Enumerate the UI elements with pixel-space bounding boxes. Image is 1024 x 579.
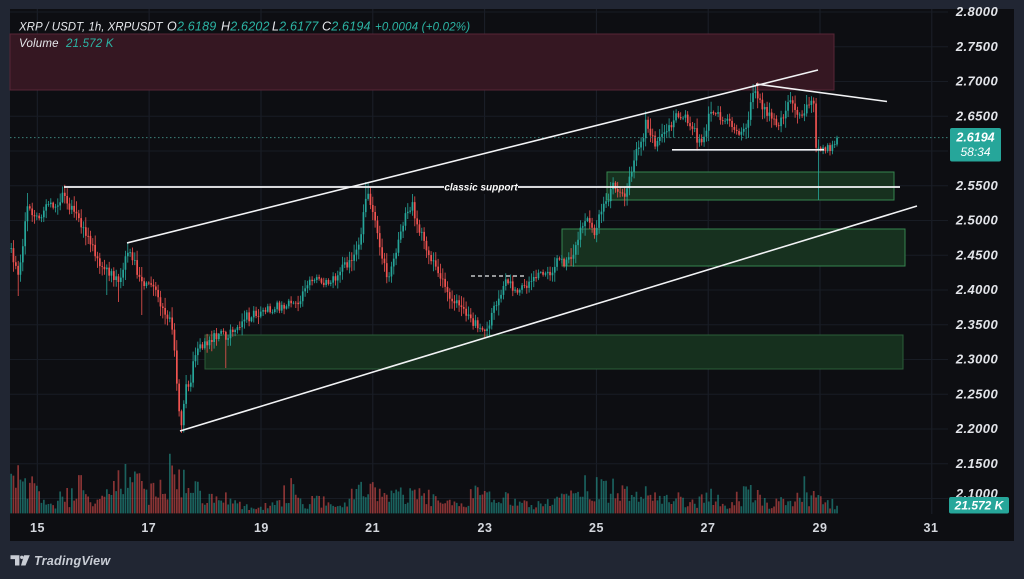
svg-text:2.4000: 2.4000 <box>955 282 999 297</box>
svg-text:19: 19 <box>254 521 269 535</box>
svg-text:2.8000: 2.8000 <box>955 4 999 19</box>
svg-text:2.1500: 2.1500 <box>955 456 999 471</box>
svg-text:Volume: Volume <box>19 38 59 50</box>
svg-text:2.6500: 2.6500 <box>955 109 999 124</box>
svg-text:2.7000: 2.7000 <box>955 74 999 89</box>
svg-text:58:34: 58:34 <box>960 145 990 159</box>
svg-text:2.5500: 2.5500 <box>955 178 999 193</box>
svg-text:2.6194: 2.6194 <box>955 131 994 145</box>
svg-text:L2.6177: L2.6177 <box>272 20 319 34</box>
svg-text:25: 25 <box>589 521 604 535</box>
svg-text:21.572 K: 21.572 K <box>954 499 1005 513</box>
svg-text:TradingView: TradingView <box>34 554 111 568</box>
svg-text:15: 15 <box>30 521 45 535</box>
svg-text:29: 29 <box>813 521 828 535</box>
svg-text:17: 17 <box>141 521 156 535</box>
svg-text:classic support: classic support <box>444 183 518 194</box>
svg-text:H2.6202: H2.6202 <box>221 20 270 34</box>
svg-text:2.2000: 2.2000 <box>955 421 999 436</box>
svg-text:2.2500: 2.2500 <box>955 386 999 401</box>
svg-text:21: 21 <box>365 521 380 535</box>
svg-text:C2.6194: C2.6194 <box>322 20 371 34</box>
svg-text:2.3000: 2.3000 <box>955 352 999 367</box>
svg-text:2.5000: 2.5000 <box>955 213 999 228</box>
svg-text:O2.6189: O2.6189 <box>167 20 216 34</box>
svg-text:23: 23 <box>478 521 493 535</box>
svg-text:+0.0004 (+0.02%): +0.0004 (+0.02%) <box>375 22 470 34</box>
svg-text:2.3500: 2.3500 <box>955 317 999 332</box>
svg-text:2.7500: 2.7500 <box>955 39 999 54</box>
svg-text:31: 31 <box>924 521 939 535</box>
svg-text:27: 27 <box>701 521 716 535</box>
svg-text:21.572 K: 21.572 K <box>65 38 115 50</box>
svg-text:2.4500: 2.4500 <box>955 247 999 262</box>
svg-text:XRP / USDT, 1h, XRPUSDT: XRP / USDT, 1h, XRPUSDT <box>18 22 164 34</box>
